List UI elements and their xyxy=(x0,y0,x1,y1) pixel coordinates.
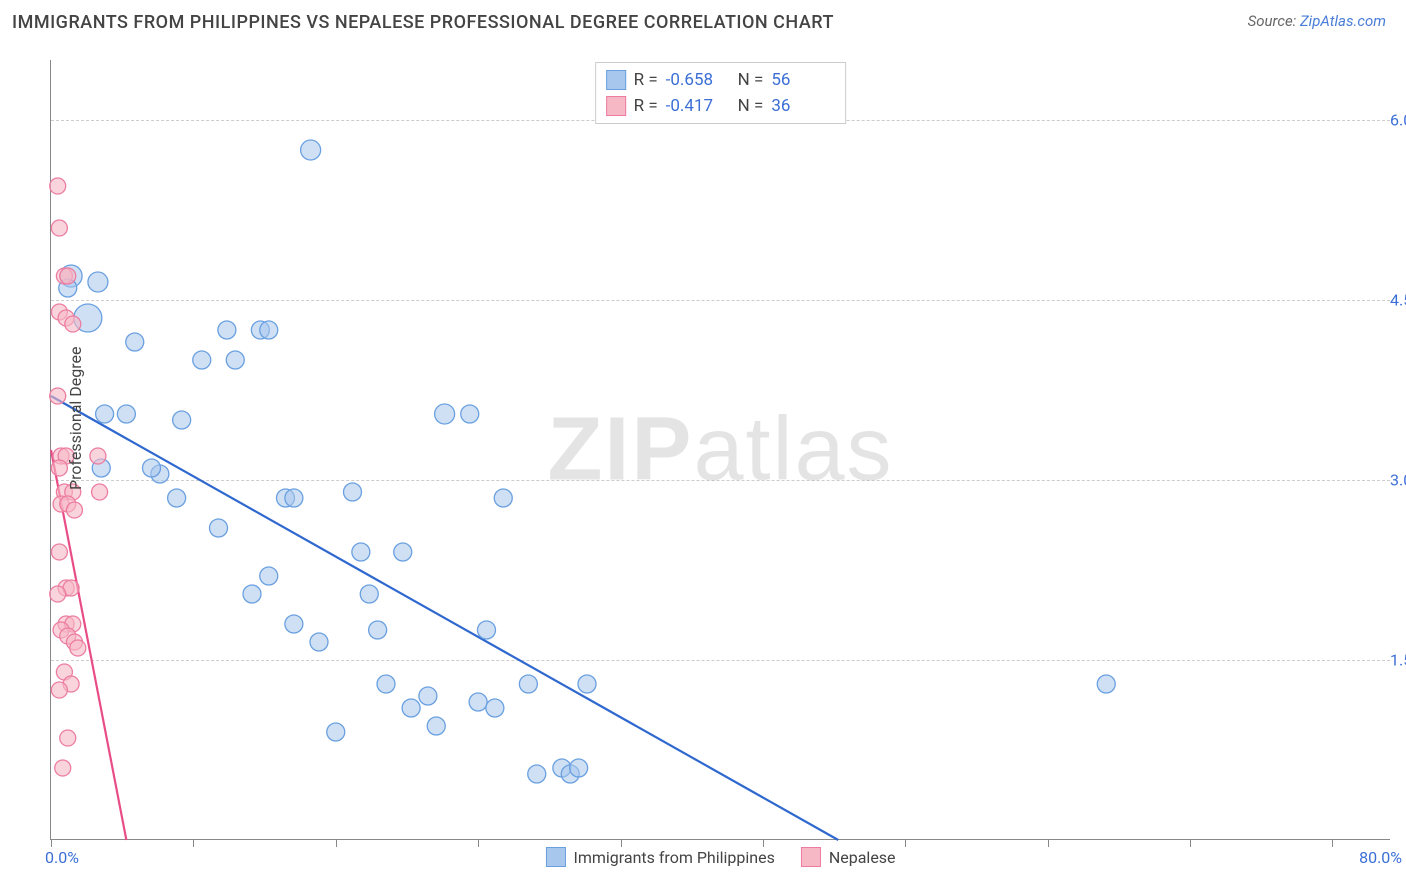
data-point xyxy=(173,411,191,429)
data-point xyxy=(427,717,445,735)
data-point xyxy=(96,405,114,423)
data-point xyxy=(65,316,81,332)
data-point xyxy=(92,484,108,500)
data-point xyxy=(486,699,504,717)
data-point xyxy=(519,675,537,693)
data-point xyxy=(51,220,67,236)
data-point xyxy=(55,760,71,776)
legend-item: Immigrants from Philippines xyxy=(545,847,774,867)
x-tick xyxy=(51,839,52,847)
chart-area: ZIPatlas R =-0.658N =56R =-0.417N =36 Im… xyxy=(50,60,1390,840)
x-axis-start: 0.0% xyxy=(45,848,79,867)
legend-swatch xyxy=(801,847,821,867)
source-link[interactable]: ZipAtlas.com xyxy=(1300,12,1386,30)
stat-n-label: N = xyxy=(738,67,764,93)
x-tick xyxy=(336,839,337,847)
legend-label: Immigrants from Philippines xyxy=(573,848,774,867)
data-point xyxy=(70,640,86,656)
x-tick xyxy=(193,839,194,847)
regression-line xyxy=(51,396,838,840)
legend-label: Nepalese xyxy=(829,848,896,867)
data-point xyxy=(51,682,67,698)
legend-swatch xyxy=(606,70,626,90)
data-point xyxy=(369,621,387,639)
header: IMMIGRANTS FROM PHILIPPINES VS NEPALESE … xyxy=(0,0,1406,48)
data-point xyxy=(60,268,76,284)
data-point xyxy=(66,502,82,518)
data-point xyxy=(260,321,278,339)
data-point xyxy=(126,333,144,351)
stat-r-value: -0.417 xyxy=(666,93,730,119)
data-point xyxy=(88,272,108,292)
legend-stats: R = -0.658 N = 56 R = -0.417 N = 36 xyxy=(595,62,847,124)
data-point xyxy=(60,730,76,746)
x-tick xyxy=(621,839,622,847)
data-point xyxy=(327,723,345,741)
data-point xyxy=(528,765,546,783)
stat-n-label: N = xyxy=(738,93,764,119)
y-tick-label: 1.5% xyxy=(1390,651,1406,670)
x-tick xyxy=(763,839,764,847)
data-point xyxy=(570,759,588,777)
data-point xyxy=(352,543,370,561)
data-point xyxy=(1097,675,1115,693)
data-point xyxy=(117,405,135,423)
data-point xyxy=(243,585,261,603)
data-point xyxy=(301,140,321,160)
scatter-plot xyxy=(51,60,1390,839)
data-point xyxy=(50,388,66,404)
data-point xyxy=(394,543,412,561)
stat-r-value: -0.658 xyxy=(666,67,730,93)
data-point xyxy=(478,621,496,639)
x-tick xyxy=(1332,839,1333,847)
data-point xyxy=(168,489,186,507)
data-point xyxy=(402,699,420,717)
data-point xyxy=(193,351,211,369)
legend-item: Nepalese xyxy=(801,847,896,867)
legend-stat-row: R = -0.658 N = 56 xyxy=(606,67,836,93)
y-tick-label: 4.5% xyxy=(1390,291,1406,310)
legend-series: Immigrants from Philippines Nepalese xyxy=(545,847,895,867)
data-point xyxy=(435,404,455,424)
data-point xyxy=(310,633,328,651)
source-attribution: Source: ZipAtlas.com xyxy=(1248,12,1386,30)
data-point xyxy=(419,687,437,705)
data-point xyxy=(90,448,106,464)
x-tick xyxy=(905,839,906,847)
data-point xyxy=(50,586,66,602)
stat-r-label: R = xyxy=(634,93,658,119)
y-tick-label: 3.0% xyxy=(1390,471,1406,490)
data-point xyxy=(218,321,236,339)
legend-stat-row: R = -0.417 N = 36 xyxy=(606,93,836,119)
data-point xyxy=(285,489,303,507)
legend-swatch xyxy=(545,847,565,867)
chart-title: IMMIGRANTS FROM PHILIPPINES VS NEPALESE … xyxy=(12,12,834,33)
data-point xyxy=(461,405,479,423)
stat-r-label: R = xyxy=(634,67,658,93)
data-point xyxy=(469,693,487,711)
data-point xyxy=(344,483,362,501)
data-point xyxy=(494,489,512,507)
data-point xyxy=(285,615,303,633)
x-tick xyxy=(1048,839,1049,847)
x-axis-end: 80.0% xyxy=(1359,848,1402,867)
y-tick-label: 6.0% xyxy=(1390,111,1406,130)
stat-n-value: 56 xyxy=(771,67,835,93)
data-point xyxy=(50,178,66,194)
legend-swatch xyxy=(606,96,626,116)
data-point xyxy=(51,460,67,476)
data-point xyxy=(578,675,596,693)
data-point xyxy=(360,585,378,603)
x-tick xyxy=(478,839,479,847)
data-point xyxy=(210,519,228,537)
data-point xyxy=(51,544,67,560)
stat-n-value: 36 xyxy=(771,93,835,119)
y-axis-label: Professional Degree xyxy=(66,347,85,490)
data-point xyxy=(260,567,278,585)
x-tick xyxy=(1190,839,1191,847)
data-point xyxy=(226,351,244,369)
source-label: Source: xyxy=(1248,12,1297,30)
data-point xyxy=(377,675,395,693)
data-point xyxy=(143,459,161,477)
